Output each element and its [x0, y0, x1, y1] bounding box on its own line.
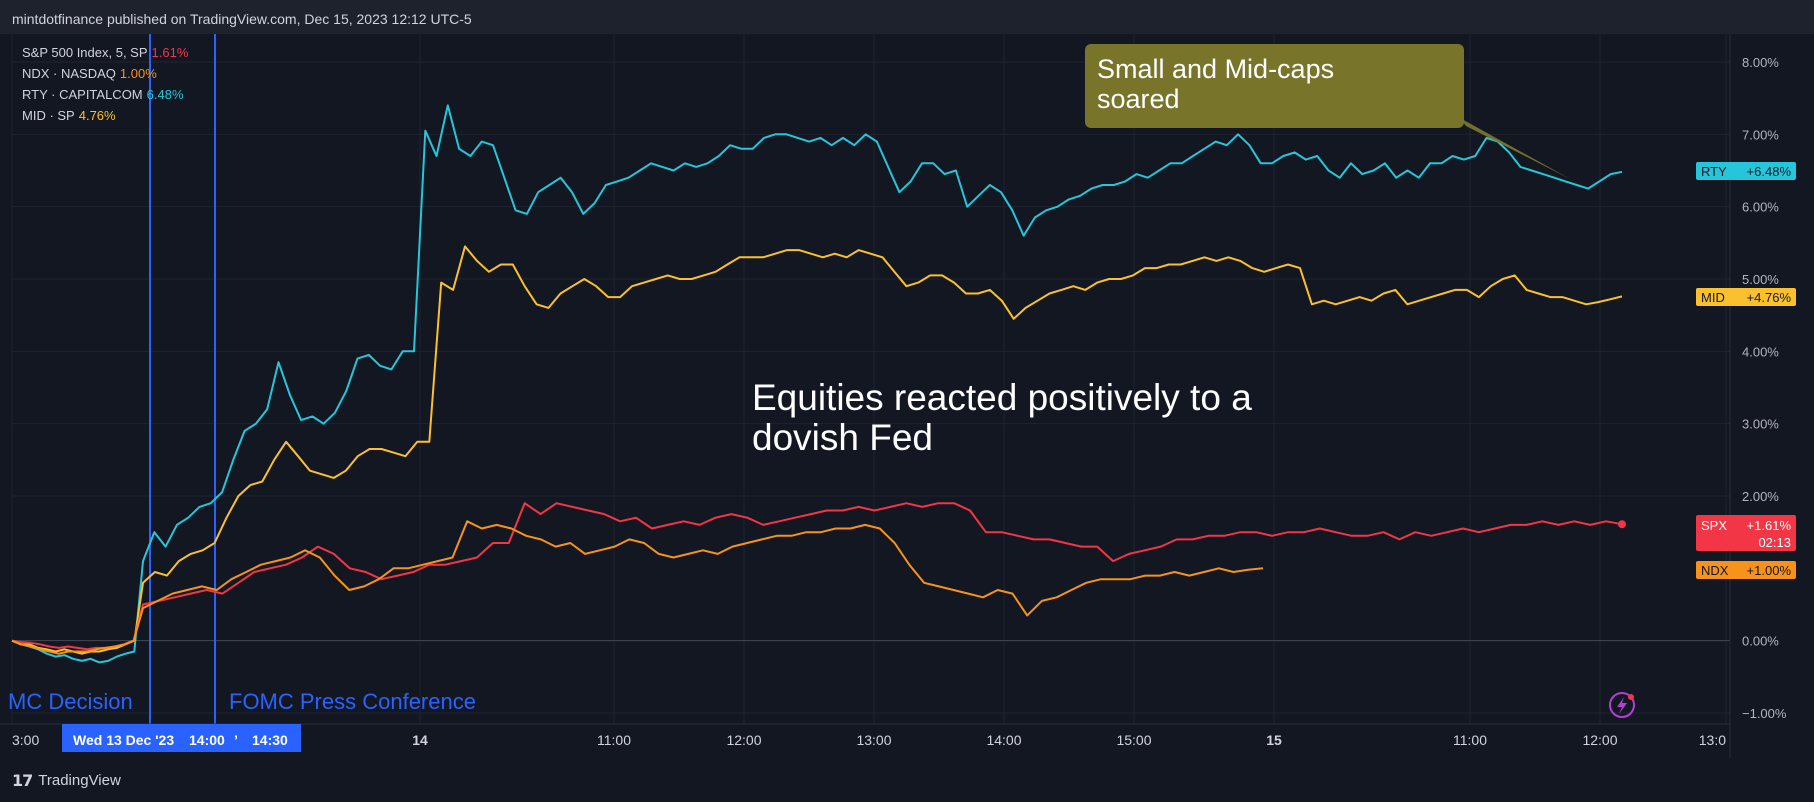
legend-label: S&P 500 Index, 5, SP — [22, 45, 148, 60]
ndx-badge-value: +1.00% — [1747, 563, 1792, 578]
series-line-spx[interactable] — [11, 502, 1623, 651]
legend-value: 1.61% — [151, 45, 189, 60]
spx-badge-value: +1.61% — [1747, 518, 1792, 533]
crosshair-time1: 14:00 — [189, 732, 225, 748]
crosshair-sep: ’ — [234, 732, 238, 748]
time-tick-label: 11:00 — [597, 732, 631, 748]
tradingview-logo: 17 — [12, 770, 33, 790]
time-tick-label: 15 — [1266, 732, 1282, 748]
rty-badge-name: RTY — [1701, 164, 1727, 179]
legend-row-spx[interactable]: S&P 500 Index, 5, SP 1.61% — [22, 42, 188, 63]
series-line-ndx[interactable] — [11, 520, 1264, 655]
time-tick-label: 11:00 — [1453, 732, 1487, 748]
mid-badge: MID +4.76% — [1696, 288, 1796, 306]
legend-row-mid[interactable]: MID · SP 4.76% — [22, 105, 188, 126]
legend-value: 6.48% — [146, 87, 184, 102]
series-layer — [11, 104, 1623, 664]
series-legend: S&P 500 Index, 5, SP 1.61% NDX · NASDAQ 1.… — [22, 42, 188, 126]
spx-badge: SPX +1.61% 02:13 — [1696, 515, 1796, 551]
ndx-badge: NDX +1.00% — [1696, 561, 1796, 579]
publisher-text: mintdotfinance published on TradingView.… — [12, 11, 472, 27]
spx-countdown: 02:13 — [1758, 535, 1791, 550]
crosshair-time2: 14:30 — [252, 732, 288, 748]
legend-value: 4.76% — [78, 108, 116, 123]
equities-note-line1: Equities reacted positively to a — [752, 377, 1252, 418]
time-tick-label: 13:0 — [1699, 732, 1726, 748]
crosshair-date: Wed 13 Dec '23 — [73, 732, 174, 748]
spx-badge-name: SPX — [1701, 518, 1727, 533]
price-axis[interactable]: 8.00% 7.00% 6.00% 5.00% 4.00% 3.00% 2.00% 0.00%… — [1742, 55, 1787, 721]
time-tick-label: 12:00 — [1582, 732, 1617, 748]
footer: 17 TradingView — [0, 758, 1814, 802]
fomc-press-label: FOMC Press Conference — [229, 689, 476, 714]
legend-label: NDX · NASDAQ — [22, 66, 116, 81]
ndx-badge-name: NDX — [1701, 563, 1729, 578]
price-tick-label: 5.00% — [1742, 272, 1779, 287]
rty-badge-value: +6.48% — [1747, 164, 1792, 179]
tradingview-name: TradingView — [38, 771, 121, 789]
rty-badge: RTY +6.48% — [1696, 162, 1796, 180]
price-tick-label: 7.00% — [1742, 127, 1779, 142]
time-tick-label: 15:00 — [1116, 732, 1151, 748]
time-tick-label: 14:00 — [986, 732, 1021, 748]
fomc-decision-label: MC Decision — [8, 689, 133, 714]
crosshair-time-label: Wed 13 Dec '23 14:00 ’ 14:30 — [62, 724, 301, 752]
price-tick-label: 8.00% — [1742, 55, 1779, 70]
chart-svg[interactable]: Small and Mid-caps soared Equities react… — [0, 34, 1814, 758]
legend-value: 1.00% — [119, 66, 157, 81]
time-tick-label: 14 — [412, 732, 428, 748]
lightning-icon[interactable] — [1609, 692, 1635, 718]
callout-box — [1085, 44, 1464, 128]
equities-note-line2: dovish Fed — [752, 417, 933, 458]
mid-badge-name: MID — [1701, 290, 1725, 305]
price-tick-label: 2.00% — [1742, 489, 1779, 504]
legend-row-rty[interactable]: RTY · CAPITALCOM 6.48% — [22, 84, 188, 105]
price-tick-label: 4.00% — [1742, 344, 1779, 359]
series-line-rty[interactable] — [11, 104, 1623, 664]
mid-badge-value: +4.76% — [1747, 290, 1792, 305]
spx-last-point — [1618, 520, 1626, 529]
chart-area[interactable]: Small and Mid-caps soared Equities react… — [0, 34, 1814, 758]
legend-label: MID · SP — [22, 108, 75, 123]
callout-soared[interactable]: Small and Mid-caps soared — [1085, 44, 1582, 185]
price-tick-label: −1.00% — [1742, 706, 1787, 721]
series-line-mid[interactable] — [11, 245, 1623, 655]
time-tick-label: 3:00 — [12, 732, 39, 748]
publisher-header: mintdotfinance published on TradingView.… — [0, 0, 1814, 34]
time-axis[interactable]: 3:00 14 11:00 12:00 13:00 14:00 15:00 15 11:00 12… — [12, 732, 1726, 748]
price-tick-label: 0.00% — [1742, 634, 1779, 649]
callout-line1: Small and Mid-caps — [1097, 54, 1334, 84]
time-tick-label: 13:00 — [856, 732, 891, 748]
callout-line2: soared — [1097, 84, 1180, 114]
legend-row-ndx[interactable]: NDX · NASDAQ 1.00% — [22, 63, 188, 84]
price-tick-label: 6.00% — [1742, 200, 1779, 215]
legend-label: RTY · CAPITALCOM — [22, 87, 143, 102]
price-tick-label: 3.00% — [1742, 417, 1779, 432]
time-tick-label: 12:00 — [726, 732, 761, 748]
